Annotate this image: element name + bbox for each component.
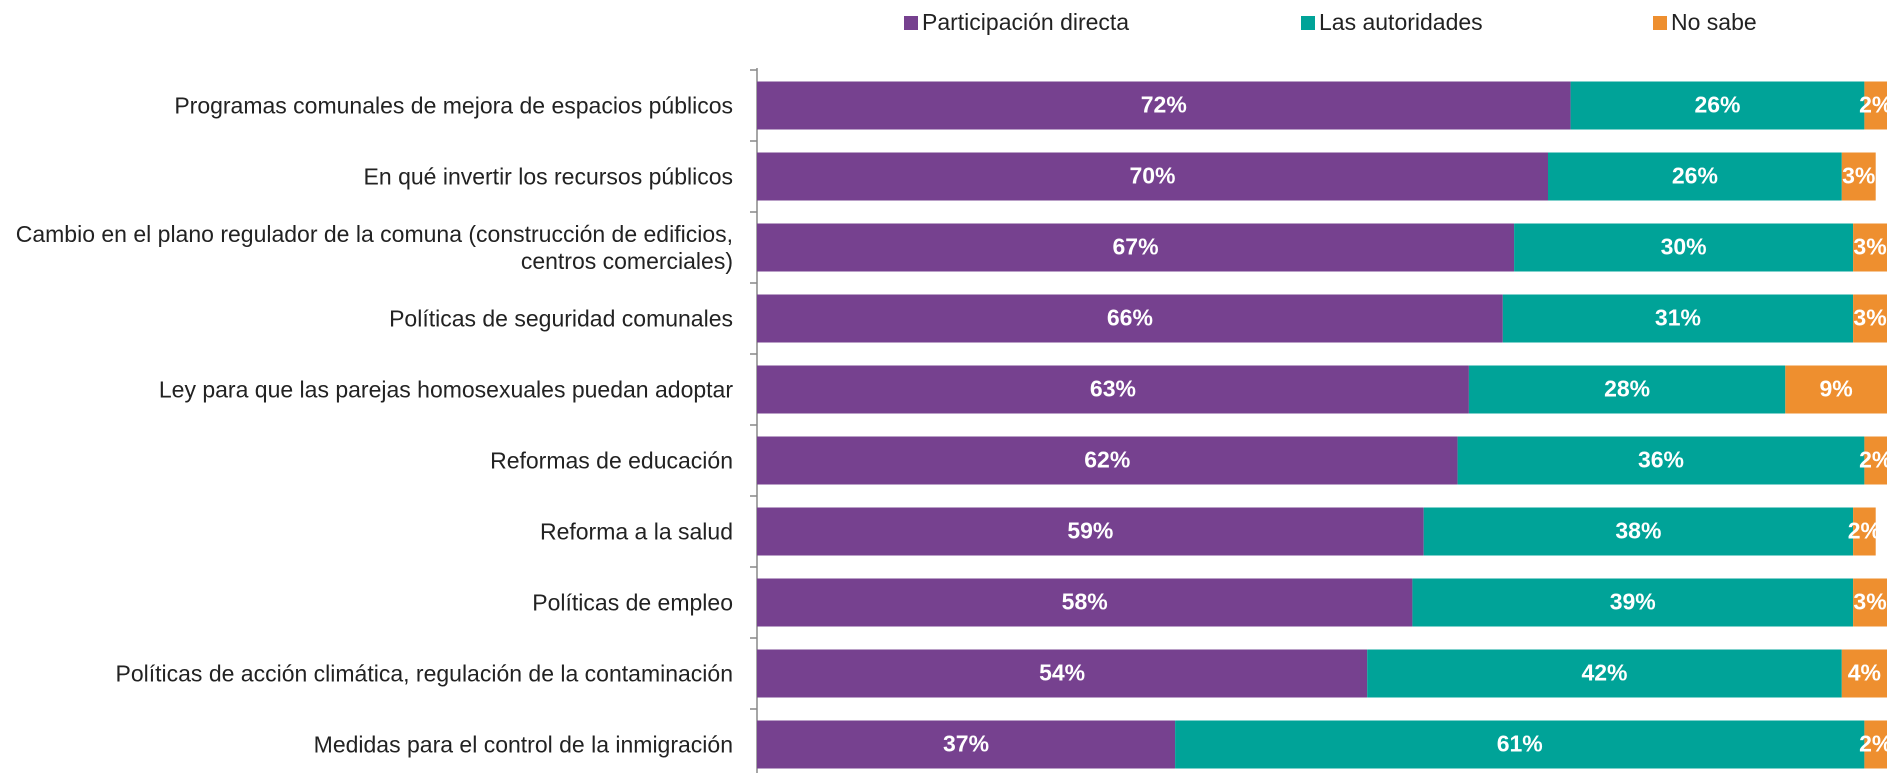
value-label: 2% xyxy=(1859,731,1890,757)
bar-segment xyxy=(757,365,1469,414)
value-label: 54% xyxy=(1039,660,1085,686)
value-label: 72% xyxy=(1141,92,1187,118)
legend-label: Las autoridades xyxy=(1319,9,1483,35)
value-label: 2% xyxy=(1859,92,1890,118)
bar-segment xyxy=(1468,365,1786,414)
bar-segment xyxy=(1548,152,1842,201)
value-label: 2% xyxy=(1848,518,1881,544)
value-label: 42% xyxy=(1581,660,1627,686)
legend-swatch xyxy=(1653,16,1667,30)
bar-segment xyxy=(757,507,1424,556)
category-label: Políticas de seguridad comunales xyxy=(389,305,733,331)
bar-segment xyxy=(1841,152,1876,201)
value-label: 26% xyxy=(1694,92,1740,118)
value-label: 58% xyxy=(1062,589,1108,615)
category-label: Políticas de empleo xyxy=(532,589,733,615)
bar-segment xyxy=(757,720,1176,769)
value-label: 3% xyxy=(1853,589,1886,615)
value-label: 61% xyxy=(1497,731,1543,757)
value-label: 66% xyxy=(1107,305,1153,331)
legend-label: Participación directa xyxy=(922,9,1129,35)
bar-segment xyxy=(757,649,1368,698)
category-label: En qué invertir los recursos públicos xyxy=(363,163,733,189)
value-label: 3% xyxy=(1842,163,1875,189)
value-label: 3% xyxy=(1853,234,1886,260)
legend-label: No sabe xyxy=(1671,9,1757,35)
bar-segment xyxy=(1853,578,1887,627)
bar-segment xyxy=(757,81,1571,130)
bar-segment xyxy=(1853,294,1887,343)
bar-segment xyxy=(1412,578,1854,627)
value-label: 70% xyxy=(1129,163,1175,189)
value-label: 2% xyxy=(1859,447,1890,473)
value-label: 28% xyxy=(1604,376,1650,402)
legend-swatch xyxy=(1301,16,1315,30)
bar-segment xyxy=(1841,649,1887,698)
value-label: 38% xyxy=(1615,518,1661,544)
bar-segment xyxy=(1864,81,1887,130)
bar-segment xyxy=(1570,81,1865,130)
bar-segment xyxy=(757,436,1458,485)
bar-segment xyxy=(757,223,1515,272)
value-label: 59% xyxy=(1067,518,1113,544)
bar-segment xyxy=(1175,720,1865,769)
bar-segment xyxy=(1367,649,1842,698)
bar-segment xyxy=(757,294,1503,343)
category-label: Programas comunales de mejora de espacio… xyxy=(174,92,733,118)
value-label: 62% xyxy=(1084,447,1130,473)
value-label: 63% xyxy=(1090,376,1136,402)
bar-segment xyxy=(1785,365,1887,414)
bar-segment xyxy=(1853,507,1876,556)
bar-segment xyxy=(1864,436,1887,485)
bar-segment xyxy=(1853,223,1887,272)
value-label: 30% xyxy=(1661,234,1707,260)
category-label: Ley para que las parejas homosexuales pu… xyxy=(158,376,733,402)
bar-segment xyxy=(1423,507,1854,556)
bar-segment xyxy=(1864,720,1887,769)
value-label: 4% xyxy=(1848,660,1881,686)
value-label: 26% xyxy=(1672,163,1718,189)
bar-segment xyxy=(1514,223,1854,272)
bar-segment xyxy=(1457,436,1865,485)
category-label: Reforma a la salud xyxy=(539,518,733,544)
value-label: 36% xyxy=(1638,447,1684,473)
value-label: 3% xyxy=(1853,305,1886,331)
bar-segment xyxy=(757,152,1548,201)
category-label: Reformas de educación xyxy=(490,447,733,473)
value-label: 9% xyxy=(1820,376,1853,402)
legend-swatch xyxy=(904,16,918,30)
bar-segment xyxy=(757,578,1413,627)
value-label: 31% xyxy=(1655,305,1701,331)
value-label: 39% xyxy=(1610,589,1656,615)
category-label: Cambio en el plano regulador de la comun… xyxy=(15,220,733,274)
category-label: Políticas de acción climática, regulació… xyxy=(115,660,734,686)
category-label: Medidas para el control de la inmigració… xyxy=(313,731,733,757)
bar-segment xyxy=(1502,294,1854,343)
value-label: 37% xyxy=(943,731,989,757)
value-label: 67% xyxy=(1113,234,1159,260)
